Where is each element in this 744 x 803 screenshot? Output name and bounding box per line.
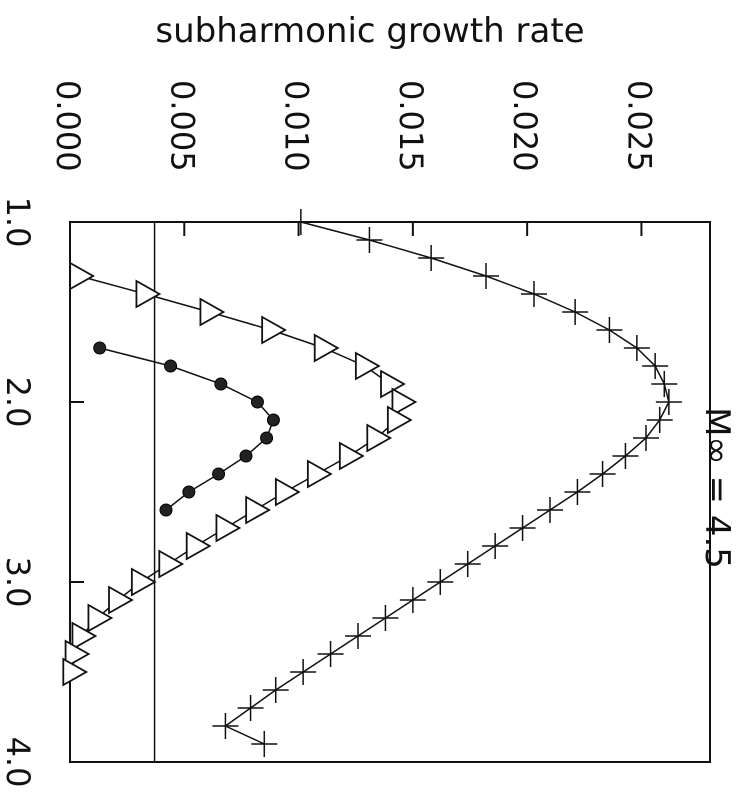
data-point-plus (251, 731, 278, 757)
data-point-circle (266, 413, 280, 427)
data-point-triangle (215, 513, 242, 543)
data-point-triangle (313, 333, 340, 363)
data-point-circle (250, 395, 264, 409)
data-point-triangle (366, 423, 393, 453)
data-point-plus (345, 623, 371, 649)
plot-frame (69, 221, 711, 763)
data-point-plus (521, 281, 547, 307)
data-point-circle (260, 431, 274, 445)
data-point-plus (633, 425, 659, 451)
data-point-plus (287, 209, 314, 235)
y-tick-label: 0.000 (49, 80, 87, 172)
data-point-plus (646, 407, 673, 433)
series-line-2 (71, 275, 403, 673)
data-point-triangle (386, 405, 413, 435)
data-point-triangle (62, 657, 89, 687)
data-point-plus (427, 569, 454, 595)
data-point-triangle (391, 387, 418, 417)
data-point-plus (454, 551, 481, 577)
data-point-plus (623, 335, 650, 361)
data-point-triangle (64, 639, 91, 669)
data-point-plus (612, 443, 639, 469)
data-point-plus (356, 227, 383, 253)
data-point-triangle (135, 279, 162, 309)
data-point-plus (262, 677, 289, 703)
data-point-triangle (306, 459, 333, 489)
data-point-triangle (71, 621, 98, 651)
data-point-plus (509, 515, 536, 541)
data-point-triangle (69, 261, 95, 291)
data-point-circle (214, 377, 228, 391)
data-point-triangle (274, 477, 301, 507)
data-point-plus (482, 533, 509, 559)
data-point-plus (642, 353, 669, 379)
data-point-circle (164, 359, 178, 373)
y-axis-label: subharmonic growth rate (155, 11, 584, 51)
data-point-triangle (261, 315, 287, 345)
data-point-plus (418, 245, 445, 271)
data-point-plus (562, 299, 589, 325)
y-tick-label: 0.010 (278, 80, 316, 172)
data-point-plus (317, 641, 344, 667)
series-line-1 (223, 221, 670, 745)
y-tick-label: 0.020 (506, 80, 544, 172)
data-point-triangle (87, 603, 114, 633)
data-point-plus (290, 659, 317, 685)
data-point-triangle (245, 495, 271, 525)
data-point-circle (93, 341, 107, 355)
x-tick-label: 3.0 (0, 557, 37, 608)
data-point-triangle (199, 297, 226, 327)
data-point-plus (212, 713, 239, 739)
data-point-circle (159, 503, 173, 517)
data-point-plus (372, 605, 399, 631)
x-tick-label: 4.0 (0, 737, 37, 788)
x-tick-label: 2.0 (0, 377, 37, 428)
chart-title: M∞ = 4.5 (697, 407, 737, 569)
data-point-plus (473, 263, 499, 289)
data-point-plus (596, 317, 623, 343)
data-point-triangle (185, 531, 212, 561)
data-point-plus (589, 461, 616, 487)
series-line-3 (99, 347, 275, 511)
data-point-triangle (158, 549, 185, 579)
data-point-plus (564, 479, 591, 505)
data-point-plus (537, 497, 563, 523)
data-point-triangle (338, 441, 365, 471)
x-tick-label: 1.0 (0, 197, 37, 248)
data-point-plus (651, 371, 678, 397)
y-tick-label: 0.015 (392, 80, 430, 172)
data-point-plus (399, 587, 426, 613)
data-point-plus (655, 389, 682, 415)
data-point-circle (182, 485, 196, 499)
data-point-triangle (130, 567, 157, 597)
data-point-plus (237, 695, 264, 721)
y-tick-label: 0.005 (163, 80, 201, 172)
data-point-triangle (354, 351, 381, 381)
data-point-circle (212, 467, 226, 481)
data-point-circle (239, 449, 253, 463)
data-point-triangle (108, 585, 134, 615)
y-tick-label: 0.025 (620, 80, 658, 172)
